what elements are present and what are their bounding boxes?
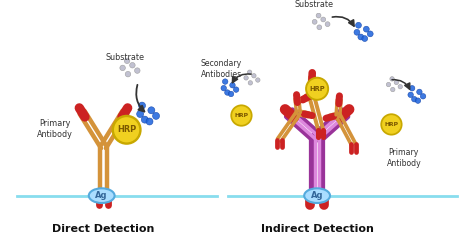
Circle shape [247,70,252,74]
Circle shape [394,80,399,85]
Circle shape [233,87,239,92]
Circle shape [138,102,146,109]
Circle shape [222,79,228,84]
Text: Primary
Antibody: Primary Antibody [386,148,421,168]
Circle shape [125,71,131,77]
Text: Secondary
Antibodies: Secondary Antibodies [201,59,242,78]
Text: Primary
Antibody: Primary Antibody [36,119,73,138]
Circle shape [354,29,360,35]
Circle shape [130,62,135,68]
Circle shape [141,116,148,123]
Circle shape [398,84,402,89]
Circle shape [255,78,260,82]
Circle shape [356,22,361,28]
Circle shape [410,86,415,91]
Circle shape [146,118,153,125]
Circle shape [120,65,126,71]
Circle shape [316,13,321,18]
Circle shape [364,26,369,32]
Text: HRP: HRP [117,125,136,134]
Text: HRP: HRP [310,86,325,92]
Text: Substrate: Substrate [105,53,145,62]
Circle shape [221,85,227,91]
Circle shape [391,87,395,92]
Circle shape [312,19,317,24]
Circle shape [225,90,230,95]
Circle shape [252,74,256,78]
Circle shape [411,96,417,102]
Circle shape [124,58,130,63]
Circle shape [317,25,322,30]
Circle shape [244,76,248,80]
Text: Direct Detection: Direct Detection [52,224,155,234]
Circle shape [230,82,235,88]
Text: Ag: Ag [311,191,323,200]
Text: HRP: HRP [234,113,248,118]
Circle shape [358,34,364,40]
Circle shape [137,110,144,118]
Circle shape [417,89,422,95]
Circle shape [420,93,426,99]
Circle shape [390,77,394,81]
Circle shape [135,68,140,73]
Circle shape [228,91,234,97]
Ellipse shape [89,188,115,203]
Circle shape [148,107,155,114]
Circle shape [367,31,373,37]
Circle shape [321,17,326,22]
Circle shape [386,82,391,87]
Circle shape [306,78,328,100]
Circle shape [153,112,160,119]
Text: Substrate: Substrate [294,0,333,9]
Circle shape [248,81,253,85]
Circle shape [381,114,401,135]
Circle shape [362,36,368,42]
Ellipse shape [304,188,330,203]
Circle shape [408,92,413,98]
Text: Ag: Ag [95,191,108,200]
Circle shape [325,22,330,27]
Text: HRP: HRP [384,122,399,127]
Circle shape [231,105,252,126]
Circle shape [113,116,140,144]
Circle shape [415,98,421,103]
Text: Indirect Detection: Indirect Detection [261,224,374,234]
